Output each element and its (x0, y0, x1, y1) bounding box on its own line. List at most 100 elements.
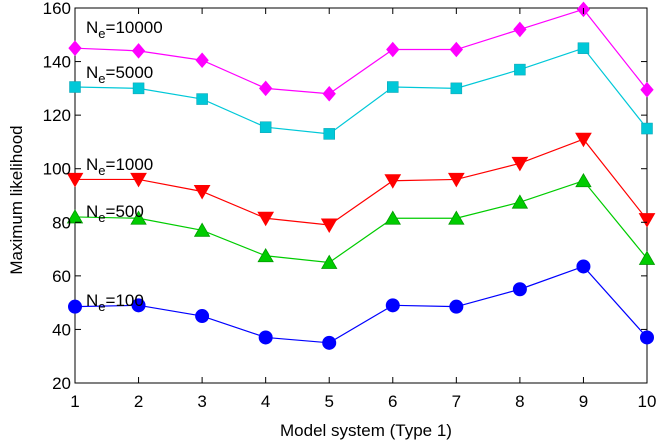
series-5 (68, 259, 654, 350)
series-2 (69, 42, 653, 140)
plot-frame (74, 7, 648, 384)
data-point (450, 82, 463, 95)
data-point (69, 81, 81, 93)
series-name-subscript: e (98, 210, 105, 225)
data-point (577, 42, 590, 54)
data-point (640, 81, 654, 98)
x-tick-label: 6 (388, 392, 397, 411)
series-4 (66, 172, 656, 269)
data-point (641, 122, 653, 135)
series-name-main: N (86, 155, 98, 174)
data-point (575, 172, 592, 188)
series-line (74, 47, 648, 135)
data-point (259, 80, 273, 97)
data-point (68, 299, 82, 314)
y-tick-label: 120 (43, 106, 71, 125)
data-point (322, 85, 336, 102)
data-point (66, 172, 84, 188)
data-point (640, 330, 654, 345)
data-point (387, 81, 399, 93)
series-name-label: Ne=1000 (86, 155, 153, 178)
x-tick-label: 7 (452, 392, 461, 411)
data-point (449, 299, 464, 314)
y-tick-label: 20 (52, 374, 71, 393)
data-point (513, 21, 527, 38)
series-3 (66, 132, 656, 233)
series-name-label: Ne=5000 (86, 63, 153, 86)
series-name-main: N (86, 291, 98, 310)
data-point (638, 250, 656, 265)
x-tick-label: 9 (579, 392, 588, 411)
series-line (74, 180, 648, 264)
y-tick-label: 60 (52, 267, 71, 286)
x-tick-label: 1 (70, 392, 79, 411)
data-point (320, 218, 338, 233)
data-point (385, 298, 400, 313)
data-point (447, 172, 465, 188)
data-point (66, 209, 84, 224)
y-tick-label: 100 (43, 160, 71, 179)
x-tick-label: 2 (134, 392, 143, 411)
data-point (130, 210, 147, 225)
series-name-suffix: =1000 (106, 155, 154, 174)
data-point (384, 210, 401, 225)
data-point (193, 222, 211, 237)
x-axis-title: Model system (Type 1) (280, 421, 452, 440)
y-tick-label: 160 (43, 0, 71, 18)
y-axis-title: Maximum likelihood (7, 125, 26, 274)
series-name-main: N (86, 202, 98, 221)
y-tick-label: 80 (52, 213, 71, 232)
x-tick-label: 10 (638, 392, 657, 411)
y-tick-label: 40 (52, 320, 71, 339)
series-name-label: Ne=500 (86, 202, 144, 225)
x-tick-label: 4 (261, 392, 270, 411)
data-point (575, 132, 592, 148)
series-group (66, 1, 656, 350)
data-point (448, 210, 465, 225)
data-point (386, 41, 400, 58)
data-point (195, 309, 210, 324)
data-point (196, 93, 208, 105)
data-point (68, 40, 82, 56)
series-name-suffix: =100 (106, 291, 144, 310)
data-point (511, 194, 529, 209)
series-name-suffix: =10000 (106, 18, 163, 37)
data-point (257, 247, 274, 263)
axes: 1 2 3 4 5 6 7 8 9 10 20 40 60 80 100 120 140 160 (43, 0, 657, 411)
data-point (193, 184, 211, 200)
series-name-label: Ne=10000 (86, 18, 163, 41)
series-name-subscript: e (98, 71, 105, 86)
series-line (74, 8, 648, 95)
series-name-main: N (86, 63, 98, 82)
data-point (511, 156, 529, 172)
series-line (75, 138, 648, 226)
data-point (321, 254, 338, 269)
x-tick-label: 3 (197, 392, 206, 411)
series-name-subscript: e (98, 163, 105, 178)
series-name-suffix: =500 (106, 202, 144, 221)
data-point (258, 330, 273, 345)
y-tick-label: 140 (43, 53, 71, 72)
data-point (384, 174, 402, 189)
data-point (195, 52, 209, 69)
series-name-suffix: =5000 (106, 63, 154, 82)
series-name-subscript: e (98, 299, 105, 314)
data-point (449, 41, 463, 58)
series-line (74, 265, 648, 344)
series-name-main: N (86, 18, 98, 37)
data-point (322, 335, 337, 350)
data-point (638, 213, 656, 228)
data-point (259, 121, 272, 133)
data-point (514, 63, 526, 76)
data-point (131, 298, 146, 313)
data-point (130, 172, 147, 188)
plot-area (74, 7, 648, 384)
series-name-label: Ne=100 (86, 291, 144, 314)
x-tick-label: 5 (324, 392, 333, 411)
data-point (323, 128, 335, 140)
data-point (132, 82, 145, 95)
data-point (576, 259, 591, 274)
x-tick-label: 8 (515, 392, 524, 411)
data-point (512, 282, 527, 297)
